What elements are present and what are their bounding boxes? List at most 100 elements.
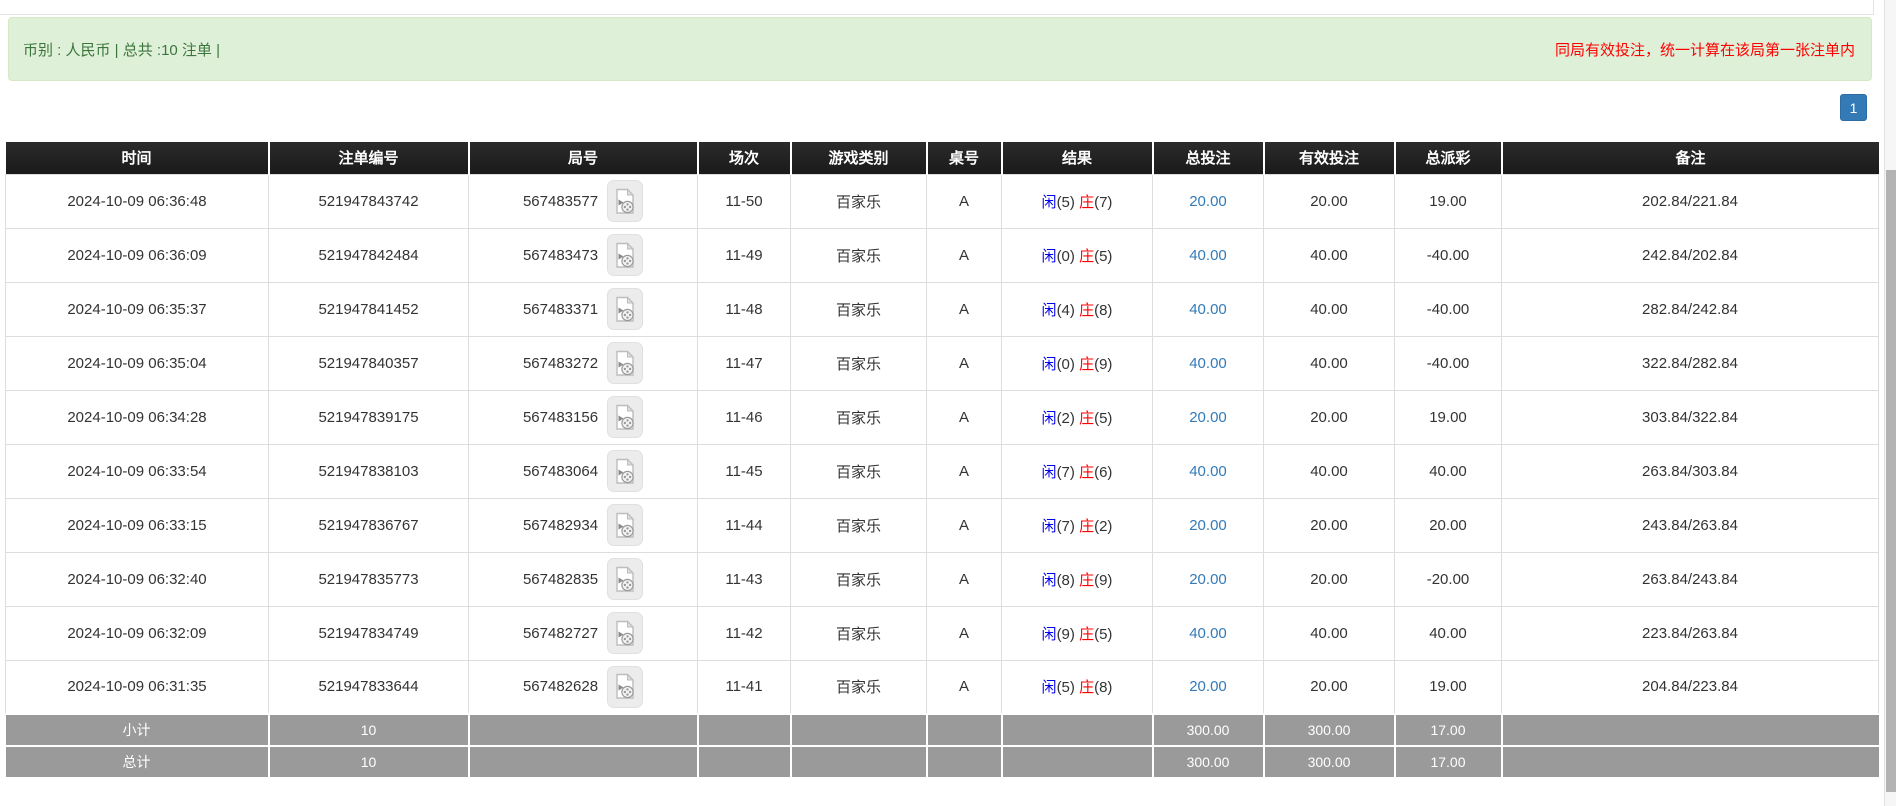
pagination: 1	[0, 94, 1870, 121]
grand-total-empty-cell	[925, 745, 1003, 779]
result-player-label: 闲	[1041, 517, 1057, 535]
table-row: 2024-10-09 06:32:40 521947835773 5674828…	[5, 551, 1879, 607]
video-replay-icon[interactable]	[607, 450, 644, 492]
cell-remark: 223.84/263.84	[1501, 605, 1879, 661]
header-bet-no: 注单编号	[267, 142, 469, 174]
cell-game-type: 百家乐	[790, 551, 927, 607]
result-banker-label: 庄	[1079, 409, 1095, 427]
cell-remark: 243.84/263.84	[1501, 497, 1879, 553]
header-payout: 总派彩	[1393, 142, 1502, 174]
total-bet-link[interactable]: 20.00	[1189, 408, 1227, 426]
cell-game-type: 百家乐	[790, 335, 927, 391]
cell-session: 11-50	[697, 173, 791, 229]
subtotal-empty-cell	[925, 713, 1003, 747]
result-player-value: (0)	[1056, 355, 1075, 373]
video-replay-icon[interactable]	[607, 558, 644, 600]
total-bet-link[interactable]: 40.00	[1189, 300, 1227, 318]
round-number: 567483156	[522, 408, 599, 426]
cell-time: 2024-10-09 06:32:09	[5, 605, 269, 661]
result-player-value: (8)	[1056, 571, 1075, 589]
summary-alert-bar: 币别 : 人民币 | 总共 :10 注单 | 同局有效投注，统一计算在该局第一张…	[8, 17, 1872, 81]
result-player-value: (7)	[1056, 517, 1075, 535]
cell-table-no: A	[926, 659, 1002, 715]
grand-total-empty-cell	[1500, 745, 1879, 779]
cell-game-type: 百家乐	[790, 173, 927, 229]
cell-table-no: A	[926, 497, 1002, 553]
cell-round-no: 567482835	[468, 551, 698, 607]
result-player-value: (7)	[1056, 463, 1075, 481]
cell-total-bet: 20.00	[1152, 389, 1264, 445]
cell-total-bet: 20.00	[1152, 497, 1264, 553]
result-banker-label: 庄	[1079, 679, 1095, 697]
cell-bet-no: 521947843742	[268, 173, 469, 229]
result-banker-value: (7)	[1094, 193, 1113, 211]
cell-session: 11-41	[697, 659, 791, 715]
page-1-button[interactable]: 1	[1840, 94, 1867, 121]
result-banker-value: (9)	[1094, 571, 1113, 589]
round-number: 567482835	[522, 570, 599, 588]
video-replay-icon[interactable]	[607, 234, 644, 276]
total-bet-link[interactable]: 20.00	[1189, 192, 1227, 210]
cell-total-bet: 40.00	[1152, 335, 1264, 391]
vertical-scrollbar-thumb[interactable]	[1886, 170, 1896, 792]
video-replay-icon[interactable]	[607, 396, 644, 438]
table-row: 2024-10-09 06:36:09 521947842484 5674834…	[5, 227, 1879, 283]
cell-session: 11-45	[697, 443, 791, 499]
result-banker-value: (9)	[1094, 355, 1113, 373]
cell-session: 11-46	[697, 389, 791, 445]
cell-payout: 40.00	[1394, 605, 1502, 661]
cell-bet-no: 521947836767	[268, 497, 469, 553]
round-number: 567483272	[522, 354, 599, 372]
cell-total-bet: 20.00	[1152, 551, 1264, 607]
video-replay-icon[interactable]	[607, 180, 644, 222]
grand-total-empty-cell	[1000, 745, 1154, 779]
cell-round-no: 567482727	[468, 605, 698, 661]
total-bet-link[interactable]: 40.00	[1189, 246, 1227, 264]
cell-time: 2024-10-09 06:31:35	[5, 659, 269, 715]
result-banker-value: (5)	[1094, 625, 1113, 643]
cell-round-no: 567483473	[468, 227, 698, 283]
video-replay-icon[interactable]	[607, 504, 644, 546]
result-banker-label: 庄	[1079, 247, 1095, 265]
result-player-value: (0)	[1056, 247, 1075, 265]
top-panel-edge	[0, 0, 1874, 15]
cell-bet-no: 521947838103	[268, 443, 469, 499]
cell-valid-bet: 40.00	[1263, 227, 1395, 283]
video-replay-icon[interactable]	[607, 612, 644, 654]
video-replay-icon[interactable]	[607, 288, 644, 330]
grand-total-total-bet: 300.00	[1151, 745, 1265, 779]
result-player-label: 闲	[1041, 463, 1057, 481]
cell-remark: 282.84/242.84	[1501, 281, 1879, 337]
cell-total-bet: 40.00	[1152, 281, 1264, 337]
video-replay-icon[interactable]	[607, 342, 644, 384]
total-bet-link[interactable]: 20.00	[1189, 678, 1227, 696]
cell-payout: 20.00	[1394, 497, 1502, 553]
cell-game-type: 百家乐	[790, 389, 927, 445]
header-table-no: 桌号	[925, 142, 1002, 174]
result-player-label: 闲	[1041, 193, 1057, 211]
total-bet-link[interactable]: 40.00	[1189, 624, 1227, 642]
cell-result: 闲(8) 庄(9)	[1001, 551, 1153, 607]
total-bet-link[interactable]: 20.00	[1189, 516, 1227, 534]
result-banker-value: (2)	[1094, 517, 1113, 535]
round-number: 567482934	[522, 516, 599, 534]
cell-table-no: A	[926, 443, 1002, 499]
cell-valid-bet: 20.00	[1263, 659, 1395, 715]
cell-valid-bet: 20.00	[1263, 497, 1395, 553]
header-total-bet: 总投注	[1151, 142, 1264, 174]
cell-time: 2024-10-09 06:36:09	[5, 227, 269, 283]
vertical-scrollbar[interactable]	[1884, 0, 1896, 806]
cell-payout: 19.00	[1394, 659, 1502, 715]
cell-time: 2024-10-09 06:34:28	[5, 389, 269, 445]
total-bet-link[interactable]: 40.00	[1189, 462, 1227, 480]
total-bet-link[interactable]: 40.00	[1189, 354, 1227, 372]
subtotal-empty-cell	[1500, 713, 1879, 747]
video-replay-icon[interactable]	[607, 665, 644, 708]
total-bet-link[interactable]: 20.00	[1189, 570, 1227, 588]
cell-valid-bet: 40.00	[1263, 605, 1395, 661]
header-time: 时间	[5, 142, 269, 174]
cell-payout: 40.00	[1394, 443, 1502, 499]
cell-game-type: 百家乐	[790, 443, 927, 499]
cell-game-type: 百家乐	[790, 227, 927, 283]
header-round-no: 局号	[467, 142, 698, 174]
